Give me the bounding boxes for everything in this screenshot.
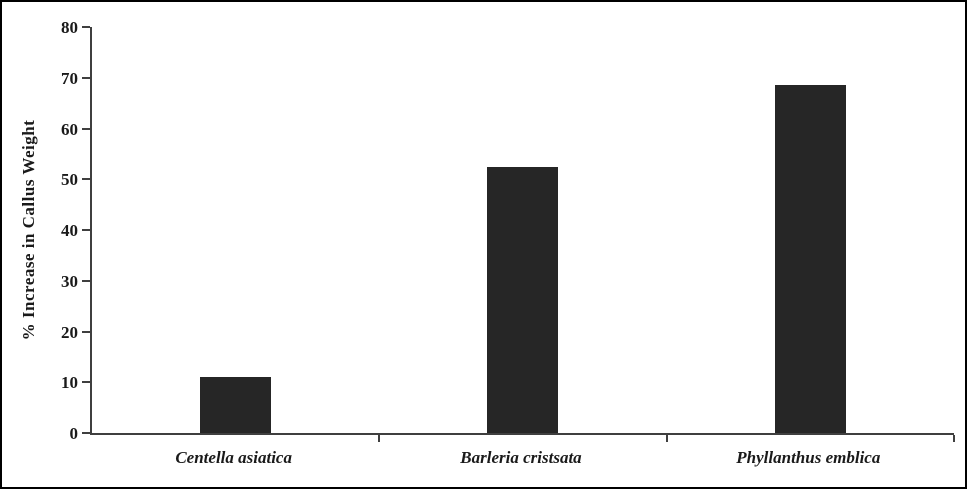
y-axis-tick-label: 10: [61, 373, 78, 393]
y-axis-tick: [82, 279, 90, 282]
y-axis-tick-label: 50: [61, 170, 78, 190]
bar: [774, 85, 846, 433]
x-axis-tick: [378, 435, 381, 442]
y-axis-tick: [82, 229, 90, 231]
y-axis-tick-label: 20: [61, 322, 78, 342]
x-axis-category-label: Barleria cristsata: [460, 448, 582, 467]
bar: [200, 377, 272, 433]
bar-cell: [379, 27, 668, 442]
y-axis-tick-label: 80: [61, 18, 78, 37]
y-axis-tick-label: 0: [69, 424, 79, 443]
y-axis-tick: [82, 178, 90, 181]
x-axis-category-labels: Centella asiatica Barleria cristsata Phyll…: [90, 448, 952, 468]
y-axis-tick-label: 60: [61, 119, 78, 139]
y-axis-tick-label: 30: [61, 271, 78, 291]
x-axis-tick: [952, 435, 955, 442]
y-axis-tick: [82, 330, 90, 333]
bar: [487, 166, 559, 433]
x-axis-category-label: Centella asiatica: [175, 448, 292, 467]
y-axis-tick: [82, 76, 90, 79]
y-axis-tick-label: 40: [61, 221, 78, 240]
bar-cell: [92, 27, 381, 442]
plot-area: [90, 27, 955, 442]
y-axis-tick: [82, 26, 90, 28]
x-axis-tick: [665, 435, 668, 442]
y-axis-tick: [82, 432, 90, 434]
bar-cell: [667, 27, 955, 442]
x-axis-category-label: Phyllanthus emblica: [736, 448, 881, 467]
y-axis-tick: [82, 381, 90, 384]
y-axis-tick: [82, 127, 90, 130]
y-axis-tick-label: 70: [61, 68, 78, 88]
